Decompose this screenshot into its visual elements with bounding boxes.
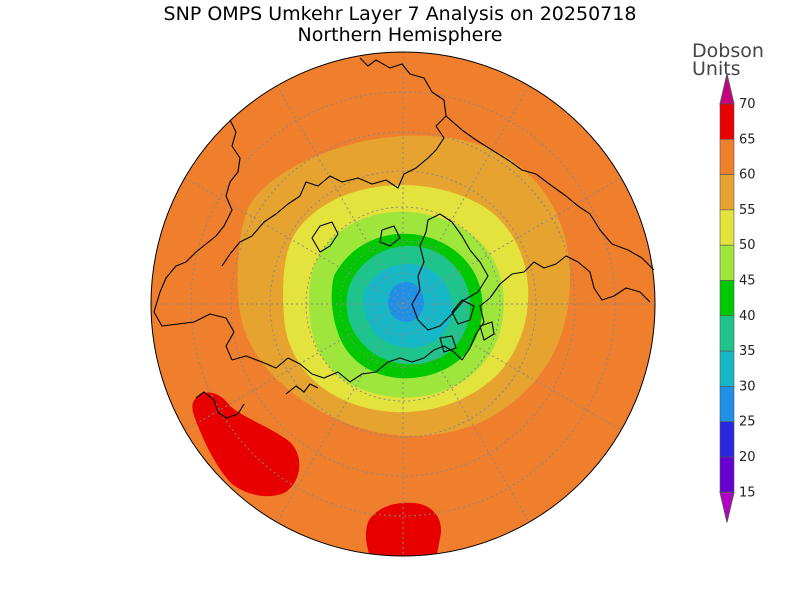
coastline-canadian-islands <box>439 299 495 353</box>
map-border <box>150 51 656 557</box>
colorbar-box-30 <box>719 350 735 387</box>
colorbar-box-20 <box>719 421 735 458</box>
colorbar-tick-label: 45 <box>739 274 756 289</box>
coastline-greenland <box>411 213 489 331</box>
colorbar-bottom-arrow <box>719 491 735 523</box>
coastline-novaya-zemlya <box>311 221 339 253</box>
colorbar-box-60 <box>719 139 735 175</box>
coastline-canada-arctic <box>461 255 579 361</box>
coastline-scandinavia <box>205 119 241 245</box>
colorbar-tick-label: 20 <box>739 450 756 465</box>
coastline-svalbard <box>379 225 401 247</box>
coastline-eurasia-north <box>221 57 447 267</box>
coastline-north-america-east <box>577 261 651 303</box>
colorbar-top-arrow <box>719 73 735 105</box>
colorbar-box-55 <box>719 174 735 211</box>
graticule <box>151 52 655 556</box>
coastline-kamchatka <box>285 383 319 395</box>
contour-65-70-southern-high <box>365 502 441 556</box>
colorbar-tick-label: 25 <box>739 415 756 430</box>
legend-unit-line2: Units <box>692 58 741 80</box>
colorbar-tick-label: 15 <box>739 485 756 500</box>
colorbar-tick-label: 60 <box>739 168 756 183</box>
coastline-mediterranean <box>231 355 351 383</box>
colorbar-boxes <box>719 73 735 523</box>
colorbar-tick-label: 70 <box>739 97 756 112</box>
colorbar-box-65 <box>719 103 735 140</box>
coastline-alaska <box>349 345 463 383</box>
colorbar-box-45 <box>719 244 735 281</box>
colorbar-tick-label: 30 <box>739 379 756 394</box>
colorbar-box-25 <box>719 386 735 422</box>
map-subtitle: Northern Hemisphere <box>297 24 503 46</box>
contour-65-70-pacific-high <box>192 392 300 497</box>
coastline-siberia-east <box>445 115 655 271</box>
colorbar-tick-label: 55 <box>739 203 756 218</box>
map-title: SNP OMPS Umkehr Layer 7 Analysis on 2025… <box>163 3 637 25</box>
colorbar-box-50 <box>719 209 735 246</box>
legend-unit-line1: Dobson <box>692 40 764 62</box>
colorbar-tick-label: 50 <box>739 238 756 253</box>
colorbar-tick-label: 35 <box>739 344 756 359</box>
colorbar-box-15 <box>719 456 735 493</box>
coastline-japan <box>195 391 245 419</box>
colorbar-box-40 <box>719 280 735 317</box>
colorbar-labels: 70 65 60 55 50 45 40 35 30 25 20 15 <box>739 97 756 500</box>
coastline-europe-west <box>153 243 235 361</box>
colorbar-tick-label: 65 <box>739 132 756 147</box>
coastlines <box>153 57 655 419</box>
colorbar-tick-label: 40 <box>739 309 756 324</box>
meridian-line <box>184 177 622 431</box>
colorbar-box-35 <box>719 315 735 352</box>
